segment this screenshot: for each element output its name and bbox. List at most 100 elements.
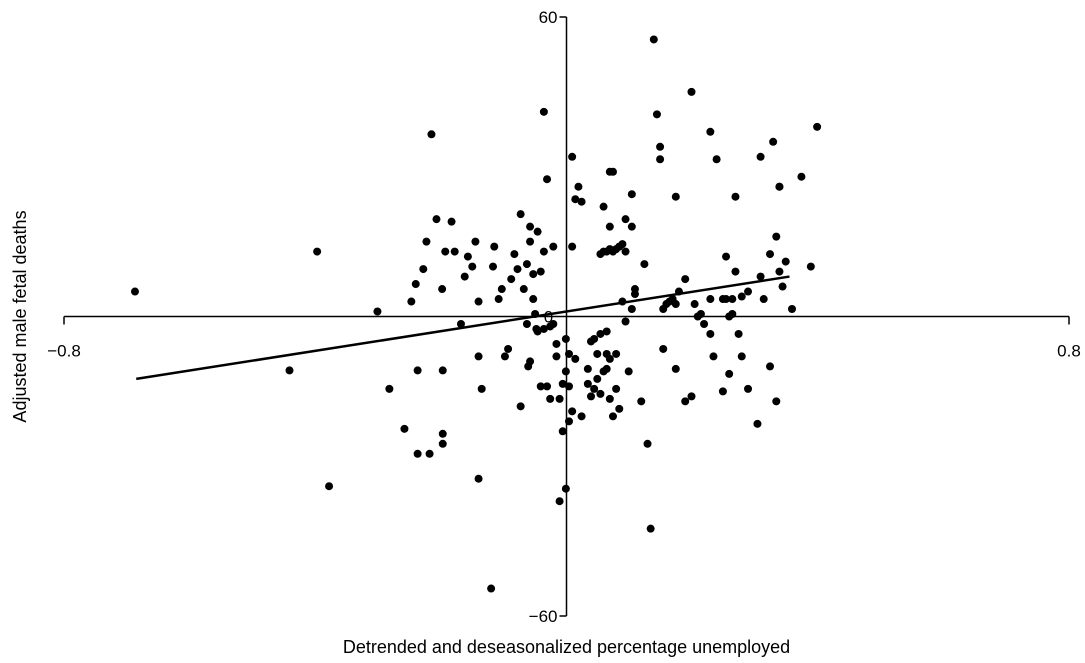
data-point-135 (652, 110, 661, 119)
data-point-20 (441, 247, 450, 256)
data-point-117 (602, 327, 611, 336)
data-point-3 (325, 482, 334, 491)
data-point-118 (596, 329, 605, 338)
x-tick-label-left: −0.8 (47, 342, 81, 361)
data-point-108 (608, 167, 617, 176)
data-point-93 (593, 374, 602, 383)
data-point-55 (533, 227, 542, 236)
data-point-6 (400, 424, 409, 433)
data-point-35 (494, 295, 503, 304)
data-point-172 (766, 250, 775, 259)
data-point-54 (533, 327, 542, 336)
data-point-63 (543, 382, 552, 391)
data-point-83 (568, 152, 577, 161)
data-point-17 (427, 130, 436, 139)
data-point-149 (687, 87, 696, 96)
data-point-27 (471, 237, 480, 246)
data-point-153 (696, 310, 705, 319)
data-point-76 (565, 417, 574, 426)
data-point-34 (490, 242, 499, 251)
data-point-13 (407, 297, 416, 306)
data-point-131 (640, 260, 649, 269)
data-point-46 (522, 319, 531, 328)
data-point-122 (624, 367, 633, 376)
data-point-154 (700, 319, 709, 328)
data-point-191 (712, 155, 721, 164)
y-axis-title: Adjusted male fetal deaths (10, 210, 30, 422)
data-point-29 (474, 352, 483, 361)
data-point-150 (687, 392, 696, 401)
data-point-180 (787, 305, 796, 314)
data-point-133 (646, 524, 655, 533)
data-point-143 (671, 300, 680, 309)
data-point-130 (637, 397, 646, 406)
data-point-132 (643, 439, 652, 448)
data-point-78 (568, 407, 577, 416)
data-point-66 (549, 242, 558, 251)
data-point-71 (555, 497, 564, 506)
data-point-59 (539, 247, 548, 256)
data-point-19 (438, 285, 447, 294)
data-point-134 (649, 35, 658, 44)
y-tick-label-bottom: −60 (529, 607, 558, 626)
data-point-86 (577, 412, 586, 421)
data-point-90 (586, 392, 595, 401)
data-point-62 (539, 324, 548, 333)
data-point-44 (519, 285, 528, 294)
data-point-144 (671, 192, 680, 201)
data-point-4 (373, 307, 382, 316)
data-point-169 (753, 419, 762, 428)
data-point-82 (568, 242, 577, 251)
data-point-151 (690, 300, 699, 309)
data-point-65 (546, 394, 555, 403)
data-point-85 (574, 182, 583, 191)
data-point-56 (536, 267, 545, 276)
data-point-2 (285, 366, 294, 375)
data-point-38 (504, 344, 513, 353)
data-point-73 (558, 379, 567, 388)
data-point-188 (797, 172, 806, 181)
data-point-176 (775, 267, 784, 276)
data-point-28 (474, 297, 483, 306)
data-point-41 (513, 265, 522, 274)
data-point-57 (536, 382, 545, 391)
data-point-60 (539, 107, 548, 116)
data-point-192 (706, 127, 715, 136)
data-point-116 (618, 240, 627, 249)
data-point-100 (602, 364, 611, 373)
data-point-75 (565, 349, 574, 358)
data-point-96 (596, 389, 605, 398)
data-point-128 (621, 215, 630, 224)
data-point-48 (526, 237, 535, 246)
data-point-12 (438, 366, 447, 375)
data-point-49 (529, 270, 538, 279)
data-point-81 (565, 382, 574, 391)
data-point-23 (447, 217, 456, 226)
y-tick-label-zero: 0 (544, 308, 553, 327)
data-point-111 (612, 384, 621, 393)
data-point-190 (813, 122, 822, 131)
data-point-69 (552, 352, 561, 361)
x-tick-label-right: 0.8 (1057, 342, 1081, 361)
data-point-185 (756, 152, 765, 161)
data-point-167 (737, 352, 746, 361)
data-point-36 (497, 285, 506, 294)
data-point-31 (477, 384, 486, 393)
data-point-88 (583, 379, 592, 388)
data-point-155 (706, 329, 715, 338)
data-point-181 (744, 287, 753, 296)
data-point-174 (772, 232, 781, 241)
data-point-18 (432, 215, 441, 224)
data-point-5 (385, 384, 394, 393)
data-point-170 (756, 272, 765, 281)
data-point-26 (468, 262, 477, 271)
data-point-25 (463, 252, 472, 261)
data-point-58 (524, 362, 533, 371)
data-point-163 (725, 369, 734, 378)
data-point-32 (487, 584, 496, 593)
data-point-47 (526, 222, 535, 231)
data-point-61 (543, 175, 552, 184)
data-point-168 (744, 384, 753, 393)
data-point-148 (671, 364, 680, 373)
